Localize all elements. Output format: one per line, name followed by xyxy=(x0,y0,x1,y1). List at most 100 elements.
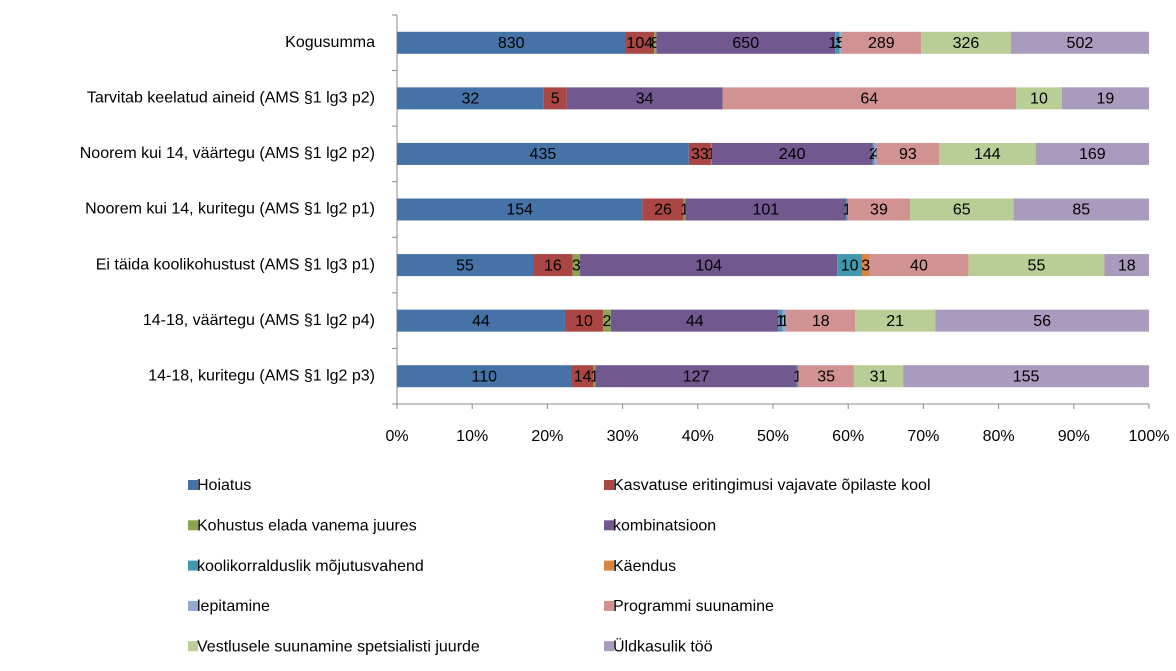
data-label: 435 xyxy=(530,146,557,163)
legend-label: Vestlusele suunamine spetsialisti juurde xyxy=(197,638,480,655)
bar-segment xyxy=(837,254,863,277)
data-label: 1 xyxy=(793,368,802,385)
bar-segment xyxy=(688,142,711,165)
bar-segment xyxy=(625,31,655,54)
bar-segment xyxy=(397,309,565,332)
x-tick-label: 100% xyxy=(1129,428,1170,445)
x-tick-label: 60% xyxy=(832,428,864,445)
data-label: 55 xyxy=(456,257,474,274)
legend-swatch xyxy=(604,480,614,490)
data-label: 44 xyxy=(472,313,490,330)
bar-segment xyxy=(572,254,581,277)
bar-segment xyxy=(593,365,596,388)
bar-segment xyxy=(610,309,779,332)
bar-segment xyxy=(1010,31,1149,54)
data-label: 40 xyxy=(910,257,928,274)
bar-segment xyxy=(853,365,904,388)
data-label: 830 xyxy=(498,35,525,52)
legend-label: koolikorralduslik mõjutusvahend xyxy=(197,558,424,575)
legend-swatch xyxy=(188,641,198,652)
bar-segment xyxy=(654,31,657,54)
legend-swatch xyxy=(604,641,614,652)
bar-segment xyxy=(840,31,842,54)
x-tick-label: 0% xyxy=(385,428,408,445)
data-label: 64 xyxy=(860,91,878,108)
bar-segment xyxy=(397,31,626,54)
bar-segment xyxy=(595,365,797,388)
legend-label: kombinatsioon xyxy=(613,518,716,535)
data-label: 289 xyxy=(868,35,895,52)
bar-segment xyxy=(571,365,594,388)
bar-segment xyxy=(778,309,783,332)
bar-segment xyxy=(835,31,840,54)
x-tick-label: 90% xyxy=(1058,428,1090,445)
data-label: 240 xyxy=(779,146,806,163)
data-label: 5 xyxy=(551,91,560,108)
legend-swatch xyxy=(188,480,198,490)
bar-segment xyxy=(841,31,922,54)
legend-label: lepitamine xyxy=(197,598,270,615)
data-label: 19 xyxy=(1097,91,1115,108)
data-label: 1 xyxy=(776,313,785,330)
bar-segment xyxy=(862,254,870,277)
y-tick-label: Noorem kui 14, väärtegu (AMS §1 lg2 p2) xyxy=(80,145,375,162)
data-label: 154 xyxy=(506,202,533,219)
legend-swatch xyxy=(188,560,198,571)
x-tick-label: 30% xyxy=(607,428,639,445)
bar-segment xyxy=(683,198,686,221)
legend-label: Käendus xyxy=(613,558,676,575)
legend-label: Üldkasulik töö xyxy=(613,637,713,655)
bar-segment xyxy=(855,309,936,332)
data-label: 34 xyxy=(636,91,654,108)
data-label: 33 xyxy=(691,146,709,163)
data-label: 104 xyxy=(626,35,653,52)
data-label: 21 xyxy=(886,313,904,330)
bar-segment xyxy=(798,365,854,388)
x-tick-label: 50% xyxy=(757,428,789,445)
y-tick-label: 14-18, kuritegu (AMS §1 lg2 p3) xyxy=(148,367,375,384)
y-tick-label: Tarvitab keelatud aineid (AMS §1 lg3 p2) xyxy=(87,90,375,107)
bar-segment xyxy=(685,198,847,221)
data-label: 169 xyxy=(1079,146,1106,163)
bar-segment xyxy=(711,142,873,165)
data-label: 1 xyxy=(707,146,716,163)
x-tick-label: 70% xyxy=(907,428,939,445)
bar-segment xyxy=(566,87,723,110)
bar-segment xyxy=(968,254,1105,277)
bar-segment xyxy=(1016,87,1062,110)
bar-segment xyxy=(397,365,572,388)
data-label: 1 xyxy=(680,202,689,219)
bar-segment xyxy=(782,309,787,332)
data-label: 127 xyxy=(683,368,710,385)
data-label: 18 xyxy=(812,313,830,330)
data-label: 31 xyxy=(870,368,888,385)
bar-segment xyxy=(869,254,969,277)
data-label: 35 xyxy=(817,368,835,385)
bar-segment xyxy=(564,309,604,332)
bar-segment xyxy=(710,142,712,165)
data-label: 502 xyxy=(1067,35,1094,52)
legend-swatch xyxy=(188,520,198,531)
data-label: 1 xyxy=(590,368,599,385)
legend-swatch xyxy=(188,600,198,611)
data-label: 55 xyxy=(1028,257,1046,274)
bar-segment xyxy=(847,198,911,221)
data-label: 26 xyxy=(654,202,672,219)
bar-segment xyxy=(872,142,874,165)
data-label: 14 xyxy=(574,368,592,385)
data-label: 39 xyxy=(870,202,888,219)
x-tick-label: 10% xyxy=(456,428,488,445)
data-label: 56 xyxy=(1033,313,1051,330)
bar-segment xyxy=(722,87,1017,110)
data-label: 101 xyxy=(752,202,779,219)
bar-segment xyxy=(839,31,841,54)
data-label: 2 xyxy=(869,146,878,163)
x-tick-label: 80% xyxy=(983,428,1015,445)
bar-segment xyxy=(1013,198,1149,221)
legend-swatch xyxy=(604,520,614,531)
y-tick-label: Ei täida koolikohustust (AMS §1 lg3 p1) xyxy=(96,256,375,273)
data-label: 93 xyxy=(899,146,917,163)
bar-segment xyxy=(580,254,838,277)
bar-segment xyxy=(397,87,544,110)
